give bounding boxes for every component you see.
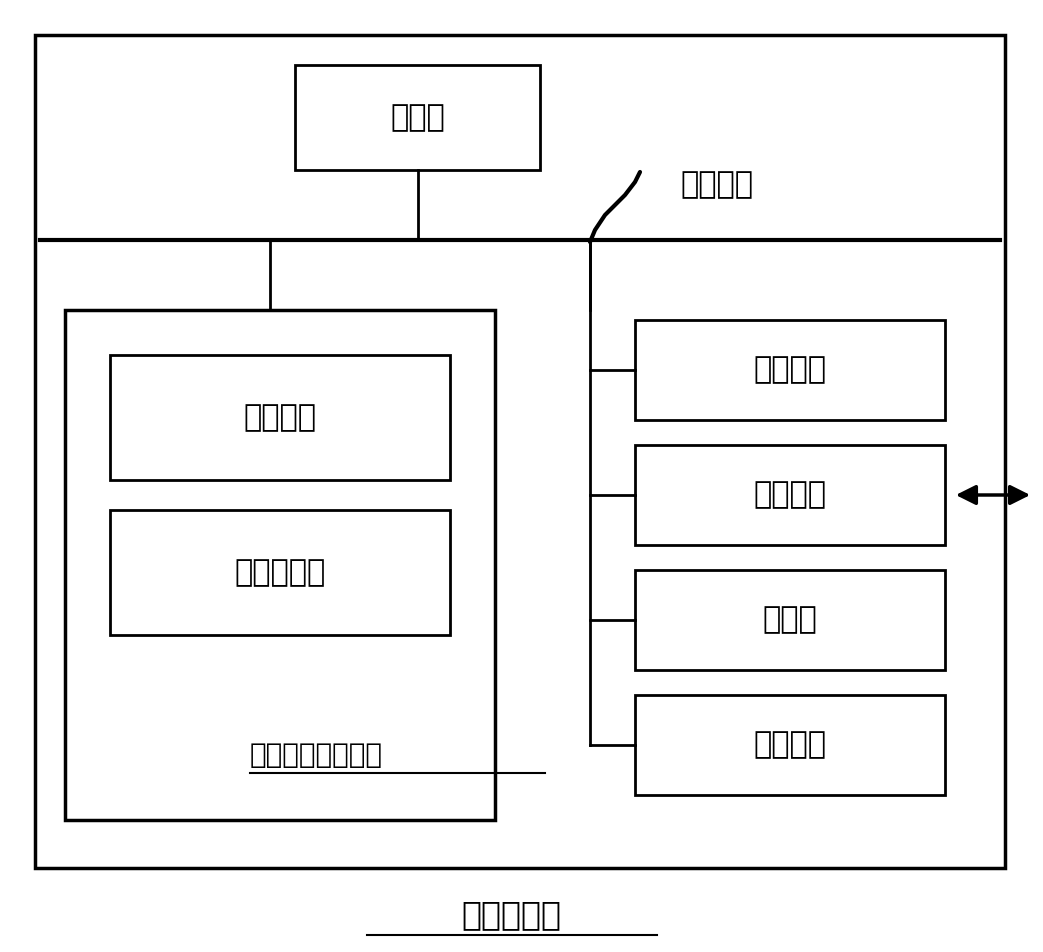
- Text: 内存储器: 内存储器: [753, 355, 826, 385]
- Bar: [635, 570, 945, 670]
- Text: 系统总线: 系统总线: [680, 170, 753, 200]
- Text: 输入装置: 输入装置: [753, 730, 826, 760]
- Text: 显示屏: 显示屏: [762, 605, 818, 634]
- Text: 处理器: 处理器: [390, 103, 445, 132]
- Text: 计算机程序: 计算机程序: [235, 558, 325, 587]
- Bar: [35, 35, 1005, 868]
- Bar: [65, 310, 495, 820]
- Bar: [635, 320, 945, 420]
- Text: 操作系统: 操作系统: [243, 403, 316, 432]
- Text: 计算机设备: 计算机设备: [461, 899, 561, 931]
- Text: 非易失性存储介质: 非易失性存储介质: [250, 741, 383, 769]
- Bar: [110, 355, 450, 480]
- Bar: [635, 695, 945, 795]
- Text: 网络接口: 网络接口: [753, 481, 826, 509]
- Bar: [110, 510, 450, 635]
- Bar: [635, 445, 945, 545]
- Bar: [295, 65, 540, 170]
